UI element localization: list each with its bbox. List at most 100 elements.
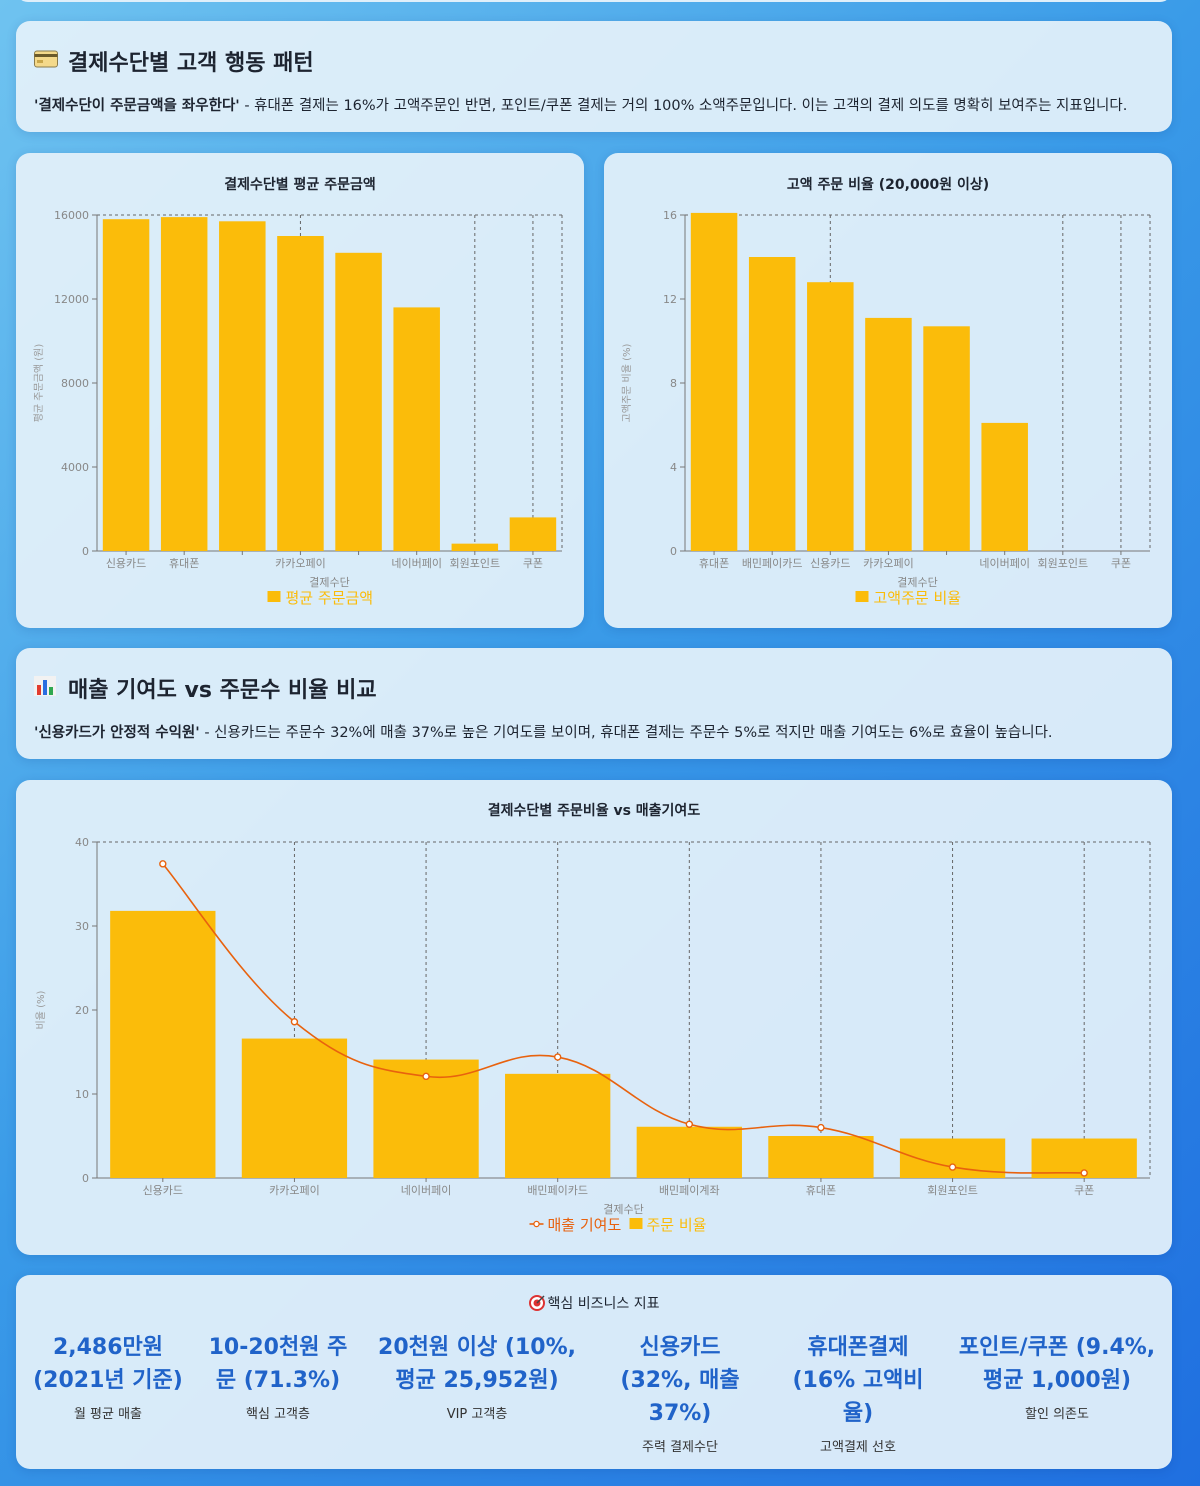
kpi-item: 신용카드 (32%, 매출 37%) 주력 결제수단 — [580, 1331, 780, 1455]
kpi-value-line: 20천원 이상 (10%, — [378, 1335, 576, 1360]
kpi-value: 신용카드 (32%, 매출 37%) — [580, 1331, 780, 1430]
y-tick-label: 12000 — [54, 293, 89, 306]
credit-card-icon — [34, 49, 60, 73]
bar — [865, 317, 912, 551]
y-tick-label: 12 — [663, 293, 677, 306]
x-tick-label: 배민페이카드 — [742, 557, 803, 570]
x-tick-label: 쿠폰 — [523, 557, 543, 570]
x-tick-label: 휴대폰 — [699, 557, 729, 570]
y-tick-label: 8000 — [61, 377, 89, 390]
kpi-item: 2,486만원 (2021년 기준) 월 평균 매출 — [8, 1331, 208, 1422]
legend-label: 평균 주문금액 — [286, 589, 374, 607]
chart-title: 결제수단별 주문비율 vs 매출기여도 — [487, 803, 701, 819]
kpi-value-line: 율) — [842, 1401, 874, 1426]
previous-card-edge — [16, 0, 1172, 2]
order-vs-revenue-chart: 0 10 20 30 40 비율 (%) 신용카드 카카오페이 네이버페이 배민페이카드 배민페이계… — [35, 836, 1151, 1234]
kpi-label: 고액결제 선호 — [820, 1440, 896, 1455]
kpi-value-line: 2,486만원 — [52, 1335, 164, 1360]
kpi-value-line: 문 (71.3%) — [215, 1368, 341, 1393]
bar — [160, 217, 208, 551]
legend-swatch — [855, 591, 869, 602]
section-header-revenue-vs-orders: 매출 기여도 vs 주문수 비율 비교 '신용카드가 안정적 수익원' - 신용… — [16, 648, 1172, 759]
bar — [690, 212, 738, 551]
kpi-value-line: 평균 1,000원) — [982, 1368, 1132, 1393]
chart-card-high-value-ratio: 고액 주문 비율 (20,000원 이상) 0 4 8 12 16 고액주문 비율 (%)… — [604, 153, 1172, 628]
x-tick-label: 카카오페이 — [269, 1184, 320, 1197]
x-axis-label: 결제수단 — [603, 1203, 643, 1216]
x-tick-label: 휴대폰 — [806, 1184, 836, 1197]
data-point — [553, 1053, 562, 1061]
data-point — [422, 1072, 430, 1081]
x-tick-label: 배민페이카드 — [527, 1184, 588, 1197]
y-tick-label: 0 — [670, 545, 677, 558]
x-tick-label: 신용카드 — [810, 557, 850, 570]
x-axis-label: 결제수단 — [897, 576, 937, 589]
data-point — [948, 1163, 957, 1171]
bar — [768, 1136, 874, 1178]
x-tick-label: 신용카드 — [106, 557, 146, 570]
kpi-label: 핵심 고객층 — [246, 1407, 310, 1422]
data-point — [1080, 1169, 1088, 1177]
legend-swatch — [629, 1218, 643, 1229]
y-axis-label: 고액주문 비율 (%) — [621, 343, 633, 422]
kpi-value-line: (32%, 매출 — [620, 1368, 740, 1393]
x-tick-label: 쿠폰 — [1111, 557, 1131, 570]
y-tick-label: 30 — [75, 920, 89, 933]
kpi-value-line: 신용카드 — [639, 1335, 721, 1360]
bar — [505, 1073, 611, 1178]
y-axis-label: 평균 주문금액 (원) — [33, 344, 45, 423]
section-description: '신용카드가 안정적 수익원' - 신용카드는 주문수 32%에 매출 37%로… — [34, 725, 1053, 741]
kpi-card: 핵심 비즈니스 지표 2,486만원 (2021년 기준) 월 평균 매출 10-20… — [16, 1275, 1172, 1469]
x-tick-label: 배민페이계좌 — [659, 1184, 720, 1197]
bar — [451, 543, 499, 551]
section-title: 매출 기여도 vs 주문수 비율 비교 — [34, 672, 377, 704]
bar — [807, 282, 854, 551]
data-point — [817, 1123, 825, 1132]
x-tick-label: 휴대폰 — [169, 557, 199, 570]
kpi-value: 20천원 이상 (10%, 평균 25,952원) — [377, 1331, 577, 1397]
x-tick-label: 쿠폰 — [1074, 1184, 1094, 1197]
y-tick-label: 16 — [663, 209, 677, 222]
kpi-value: 포인트/쿠폰 (9.4%, 평균 1,000원) — [957, 1331, 1157, 1397]
bar — [110, 910, 216, 1178]
kpi-label: 할인 의존도 — [1025, 1407, 1089, 1422]
x-axis-label: 결제수단 — [309, 576, 349, 589]
x-tick-label: 회원포인트 — [450, 557, 501, 570]
legend-label: 매출 기여도 — [548, 1216, 622, 1234]
section-description: '결제수단이 주문금액을 좌우한다' - 휴대폰 결제는 16%가 고액주문인 … — [34, 98, 1128, 114]
kpi-value-line: (2021년 기준) — [33, 1368, 183, 1393]
bar — [219, 221, 266, 552]
bar — [393, 307, 440, 551]
kpi-value: 2,486만원 (2021년 기준) — [8, 1331, 208, 1397]
y-tick-label: 0 — [82, 545, 89, 558]
legend-swatch — [267, 591, 281, 602]
x-tick-label: 신용카드 — [143, 1184, 183, 1197]
data-point — [685, 1120, 694, 1128]
x-tick-label: 네이버페이 — [391, 557, 442, 570]
chart-title: 고액 주문 비율 (20,000원 이상) — [786, 177, 990, 193]
kpi-value-line: 10-20천원 주 — [208, 1335, 348, 1360]
bar-chart-icon — [34, 675, 60, 701]
y-tick-label: 10 — [75, 1088, 89, 1101]
x-tick-label: 네이버페이 — [979, 557, 1030, 570]
target-icon — [528, 1295, 545, 1315]
y-tick-label: 20 — [75, 1004, 89, 1017]
bar — [509, 517, 557, 551]
x-tick-label: 회원포인트 — [927, 1184, 978, 1197]
bar — [277, 236, 324, 551]
x-tick-label: 네이버페이 — [401, 1184, 452, 1197]
y-tick-label: 0 — [82, 1172, 89, 1185]
legend-line-dot — [533, 1220, 540, 1228]
chart-title: 결제수단별 평균 주문금액 — [224, 177, 376, 193]
chart-card-order-vs-revenue: 결제수단별 주문비율 vs 매출기여도 0 10 20 30 40 비율 (%) 신용카드 카… — [16, 780, 1172, 1255]
avg-order-chart: 0 4000 8000 12000 16000 평균 주문금액 (원) 신용카드 휴대폰 카카오… — [33, 209, 563, 607]
x-tick-label: 카카오페이 — [275, 557, 326, 570]
kpi-item: 포인트/쿠폰 (9.4%, 평균 1,000원) 할인 의존도 — [957, 1331, 1157, 1422]
chart-card-avg-order: 결제수단별 평균 주문금액 0 4000 8000 12000 16000 평균 주문금액… — [16, 153, 584, 628]
section-header-payment-behavior: 결제수단별 고객 행동 패턴 '결제수단이 주문금액을 좌우한다' - 휴대폰 … — [16, 21, 1172, 132]
y-axis-label: 비율 (%) — [35, 990, 47, 1029]
y-tick-label: 40 — [75, 836, 89, 849]
kpi-label: 주력 결제수단 — [642, 1440, 718, 1455]
